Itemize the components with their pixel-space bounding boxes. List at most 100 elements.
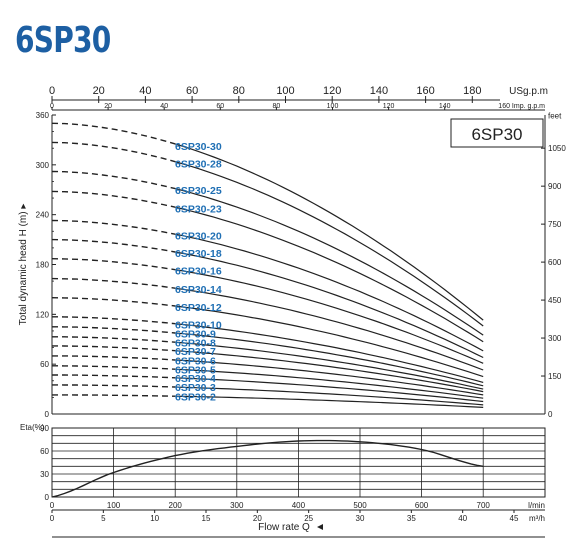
head-y-tick-label: 0 [45, 410, 50, 419]
m3h-tick-label: 45 [510, 514, 519, 523]
grid-lines [52, 428, 545, 497]
lmin-tick-label: 100 [107, 501, 121, 510]
eta-frame [51, 427, 546, 498]
feet-tick-label: 300 [548, 334, 562, 343]
head-curve-6sp30-23 [175, 206, 484, 343]
curve-label: 6SP30-16 [175, 266, 222, 278]
head-curve-6sp30-5 [175, 368, 484, 399]
usgpm-tick-label: 120 [323, 85, 341, 97]
curve-label: 6SP30-23 [175, 204, 222, 216]
head-curve-dashed-6sp30-28 [51, 141, 176, 163]
m3h-tick-label: 25 [304, 514, 313, 523]
head-curve-6sp30-10 [175, 323, 484, 383]
eta-y-axis-title: Eta(%) [20, 423, 45, 432]
curve-label: 6SP30-20 [175, 230, 222, 242]
eta-y-tick-label: 0 [45, 493, 50, 502]
head-curve-6sp30-18 [175, 251, 484, 359]
lmin-tick-label: 300 [230, 501, 244, 510]
head-curve-6sp30-16 [175, 269, 484, 364]
eta-y-tick-label: 30 [40, 470, 49, 479]
head-curve-dashed-6sp30-12 [51, 297, 176, 307]
curve-label: 6SP30-8 [175, 338, 216, 350]
head-curve-6sp30-20 [175, 233, 484, 352]
head-y-axis-title: Total dynamic head H (m) ▸ [18, 204, 29, 326]
curve-labels: 6SP30-30 6SP30-28 6SP30-25 6SP30-23 6SP30-20… [175, 141, 222, 403]
curve-label: 6SP30-2 [175, 391, 216, 403]
lmin-tick-label: 0 [50, 501, 55, 510]
impgpm-tick-label: 20 [104, 103, 112, 110]
m3h-tick-label: 0 [50, 514, 55, 523]
head-y-tick-label: 180 [36, 261, 50, 270]
m3h-tick-label: 5 [101, 514, 106, 523]
head-curve-dashed-6sp30-2 [52, 394, 176, 397]
head-curve-dashed-6sp30-18 [51, 238, 176, 253]
usgpm-unit: USg.p.m [509, 86, 548, 97]
curve-label: 6SP30-28 [175, 158, 222, 170]
eta-y-tick-label: 60 [40, 447, 49, 456]
head-curve-6sp30-6 [175, 359, 484, 396]
x-axis-title: Flow rate Q [258, 522, 310, 533]
head-curve-6sp30-8 [175, 341, 484, 390]
feet-tick-label: 450 [548, 296, 562, 305]
impgpm-tick-label: 140 [439, 103, 451, 110]
head-curve-dashed-6sp30-9 [51, 326, 176, 334]
lmin-tick-label: 500 [353, 501, 367, 510]
m3h-unit: m³/h [529, 514, 545, 523]
usgpm-tick-label: 140 [370, 85, 388, 97]
m3h-tick-label: 30 [356, 514, 365, 523]
impgpm-tick-label: 0 [50, 103, 54, 110]
head-curves [51, 122, 484, 498]
usgpm-tick-label: 0 [49, 85, 55, 97]
head-curve-dashed-6sp30-5 [51, 365, 176, 370]
head-curve-6sp30-12 [175, 305, 484, 378]
head-curve-6sp30-30 [175, 143, 484, 321]
head-curve-dashed-6sp30-7 [51, 345, 176, 352]
curve-label: 6SP30-25 [175, 185, 222, 197]
lmin-tick-label: 600 [415, 501, 429, 510]
usgpm-tick-label: 180 [463, 85, 481, 97]
model-label-box [450, 118, 544, 148]
head-curve-dashed-6sp30-10 [51, 316, 176, 325]
head-curve-6sp30-14 [175, 287, 484, 371]
impgpm-tick-label: 100 [327, 103, 339, 110]
head-curve-6sp30-9 [175, 332, 484, 387]
head-curve-dashed-6sp30-4 [52, 374, 176, 379]
impgpm-tick-label: 40 [160, 103, 168, 110]
head-curve-dashed-6sp30-30 [51, 122, 176, 145]
m3h-tick-label: 20 [253, 514, 262, 523]
head-curve-dashed-6sp30-6 [52, 355, 176, 361]
usgpm-tick-label: 60 [186, 85, 198, 97]
curve-label: 6SP30-3 [175, 382, 216, 394]
lmin-tick-label: 200 [169, 501, 183, 510]
head-curve-6sp30-4 [175, 377, 484, 403]
curve-label: 6SP30-9 [175, 329, 216, 341]
head-curve-6sp30-28 [175, 161, 484, 327]
usgpm-tick-label: 40 [139, 85, 151, 97]
head-y-tick-label: 300 [36, 161, 50, 170]
head-curve-dashed-6sp30-14 [51, 277, 176, 289]
head-y-tick-label: 60 [40, 360, 49, 369]
eta-y-tick-label: 90 [40, 424, 49, 433]
head-y-tick-label: 240 [36, 211, 50, 220]
feet-tick-label: 150 [548, 372, 562, 381]
model-label: 6SP30 [471, 125, 522, 144]
impgpm-tick-label: 120 [383, 103, 395, 110]
head-curve-dashed-6sp30-8 [52, 336, 176, 343]
curve-label: 6SP30-4 [175, 373, 216, 385]
feet-tick-label: 0 [548, 410, 553, 419]
m3h-tick-label: 10 [150, 514, 159, 523]
lmin-tick-label: 400 [292, 501, 306, 510]
feet-tick-label: 600 [548, 258, 562, 267]
lmin-unit: l/min [528, 501, 545, 510]
usgpm-tick-label: 20 [93, 85, 105, 97]
curve-label: 6SP30-6 [175, 355, 216, 367]
axes [51, 96, 546, 538]
curve-label: 6SP30-12 [175, 302, 222, 314]
head-curve-dashed-6sp30-25 [51, 170, 176, 190]
page-title: 6SP30 [15, 20, 111, 61]
head-y-tick-label: 360 [36, 111, 50, 120]
axis-labels: 0 20 40 60 80 100 120 140 160 180 USg.p.m0 20 40 60 80… [18, 85, 566, 533]
x-axis-arrow-icon [317, 524, 323, 530]
usgpm-tick-label: 80 [233, 85, 245, 97]
